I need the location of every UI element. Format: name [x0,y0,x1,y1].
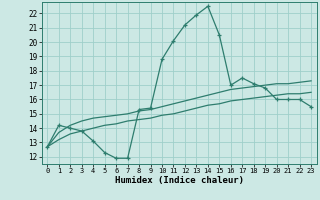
X-axis label: Humidex (Indice chaleur): Humidex (Indice chaleur) [115,176,244,185]
